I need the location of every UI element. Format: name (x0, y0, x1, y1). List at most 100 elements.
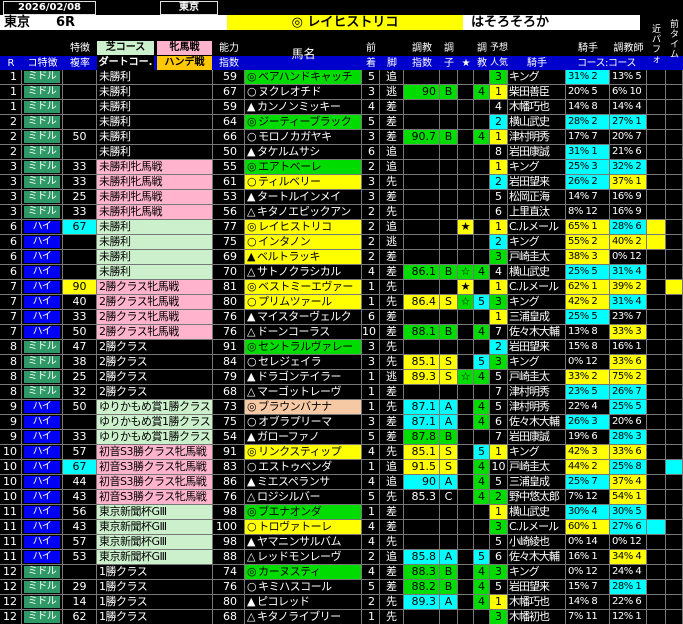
running-style-cell[interactable]: 先 (380, 400, 404, 415)
horse-name-cell[interactable]: ◎ ブエナオンダ (245, 505, 362, 520)
condition-cell[interactable] (440, 115, 458, 130)
trainer-course-cell[interactable]: 33% 6 (610, 445, 647, 460)
race-no-cell[interactable]: 7 (0, 295, 22, 310)
trainer-course-cell[interactable]: 20% 6 (610, 415, 647, 430)
trainer-course-cell[interactable]: 13% 5 (610, 70, 647, 85)
training-index-cell[interactable] (404, 340, 440, 355)
prev-time-cell[interactable] (666, 325, 683, 340)
jockey-course-cell[interactable]: 20% 5 (566, 85, 610, 100)
course-feature-cell[interactable]: ミドル (22, 85, 63, 100)
ability-index-cell[interactable]: 79 (213, 370, 245, 385)
star-cell[interactable] (458, 175, 474, 190)
trainer-course-cell[interactable]: 28% 1 (610, 580, 647, 595)
race-class-cell[interactable]: 未勝利 (97, 145, 213, 160)
jockey-course-cell[interactable]: 60% 1 (566, 520, 610, 535)
near-performance-cell[interactable] (647, 430, 666, 445)
prev-finish-cell[interactable]: 1 (362, 280, 380, 295)
running-style-cell[interactable]: 先 (380, 610, 404, 624)
training-index-cell[interactable]: 85.8 (404, 550, 440, 565)
jockey-course-cell[interactable]: 42% 2 (566, 295, 610, 310)
star-cell[interactable] (458, 430, 474, 445)
training-grade-cell[interactable]: 4 (474, 565, 490, 580)
trainer-course-cell[interactable]: 27% 6 (610, 520, 647, 535)
jockey-course-cell[interactable]: 14% 8 (566, 100, 610, 115)
feature-rate-cell[interactable]: 25 (63, 370, 97, 385)
trainer-course-cell[interactable]: 25% 8 (610, 460, 647, 475)
prev-time-cell[interactable] (666, 385, 683, 400)
prev-time-cell[interactable] (666, 175, 683, 190)
training-grade-cell[interactable] (474, 70, 490, 85)
trainer-course-cell[interactable]: 37% 4 (610, 475, 647, 490)
prev-finish-cell[interactable]: 2 (362, 220, 380, 235)
running-style-cell[interactable]: 追 (380, 160, 404, 175)
jockey-cell[interactable]: 木幡巧也 (508, 100, 566, 115)
jockey-course-cell[interactable]: 25% 5 (566, 310, 610, 325)
near-performance-cell[interactable] (647, 70, 666, 85)
jockey-cell[interactable]: 岩田望来 (508, 175, 566, 190)
horse-name-cell[interactable]: ○ プリムツァール (245, 295, 362, 310)
feature-rate-cell[interactable]: 67 (63, 220, 97, 235)
feature-rate-cell[interactable]: 25 (63, 190, 97, 205)
race-no-cell[interactable]: 6 (0, 265, 22, 280)
predicted-popularity-cell[interactable]: 7 (490, 430, 508, 445)
near-performance-cell[interactable] (647, 115, 666, 130)
jockey-course-cell[interactable]: 28% 2 (566, 115, 610, 130)
running-style-cell[interactable]: 逃 (380, 370, 404, 385)
training-grade-cell[interactable] (474, 145, 490, 160)
race-class-cell[interactable]: 未勝利 (97, 235, 213, 250)
star-cell[interactable] (458, 385, 474, 400)
race-class-cell[interactable]: 初音S3勝クラス牝馬戦 (97, 475, 213, 490)
prev-finish-cell[interactable]: 5 (362, 580, 380, 595)
race-class-cell[interactable]: 1勝クラス (97, 565, 213, 580)
condition-cell[interactable]: A (440, 400, 458, 415)
trainer-course-cell[interactable]: 39% 2 (610, 280, 647, 295)
condition-cell[interactable] (440, 190, 458, 205)
feature-rate-cell[interactable] (63, 250, 97, 265)
prev-finish-cell[interactable]: 1 (362, 295, 380, 310)
jockey-course-cell[interactable]: 30% 4 (566, 505, 610, 520)
jockey-cell[interactable]: キング (508, 355, 566, 370)
ability-index-cell[interactable]: 75 (213, 235, 245, 250)
prev-finish-cell[interactable]: 3 (362, 340, 380, 355)
prev-finish-cell[interactable]: 6 (362, 310, 380, 325)
prev-time-cell[interactable] (666, 595, 683, 610)
prev-finish-cell[interactable]: 5 (362, 70, 380, 85)
course-feature-cell[interactable]: ミドル (22, 610, 63, 624)
condition-cell[interactable] (440, 70, 458, 85)
jockey-course-cell[interactable]: 31% 2 (566, 70, 610, 85)
jockey-course-cell[interactable]: 0% 14 (566, 535, 610, 550)
race-no-cell[interactable]: 9 (0, 415, 22, 430)
star-cell[interactable] (458, 130, 474, 145)
prev-finish-cell[interactable]: 3 (362, 130, 380, 145)
training-index-cell[interactable]: 90.7 (404, 130, 440, 145)
predicted-popularity-cell[interactable]: 5 (490, 370, 508, 385)
feature-rate-cell[interactable]: 33 (63, 430, 97, 445)
trainer-course-cell[interactable]: 28% 3 (610, 430, 647, 445)
running-style-cell[interactable]: 差 (380, 115, 404, 130)
star-cell[interactable] (458, 85, 474, 100)
horse-name-cell[interactable]: △ キタノライブリー (245, 610, 362, 624)
trainer-course-cell[interactable]: 37% 1 (610, 175, 647, 190)
predicted-popularity-cell[interactable]: 6 (490, 205, 508, 220)
course-feature-cell[interactable]: ハイ (22, 325, 63, 340)
feature-rate-cell[interactable]: 56 (63, 505, 97, 520)
race-class-cell[interactable]: 未勝利 (97, 70, 213, 85)
running-style-cell[interactable]: 先 (380, 340, 404, 355)
running-style-cell[interactable]: 追 (380, 460, 404, 475)
predicted-popularity-cell[interactable]: 5 (490, 190, 508, 205)
jockey-course-cell[interactable]: 17% 7 (566, 130, 610, 145)
horse-name-cell[interactable]: ◎ リンクスティップ (245, 445, 362, 460)
prev-time-cell[interactable] (666, 580, 683, 595)
jockey-course-cell[interactable]: 0% 12 (566, 355, 610, 370)
horse-name-cell[interactable]: △ マーゴットレーヴ (245, 385, 362, 400)
course-feature-cell[interactable]: ミドル (22, 385, 63, 400)
running-style-cell[interactable]: 先 (380, 295, 404, 310)
course-feature-cell[interactable]: ミドル (22, 205, 63, 220)
training-grade-cell[interactable] (474, 520, 490, 535)
prev-time-cell[interactable] (666, 610, 683, 624)
race-class-cell[interactable]: 未勝利 (97, 130, 213, 145)
ability-index-cell[interactable]: 59 (213, 70, 245, 85)
race-no-cell[interactable]: 11 (0, 520, 22, 535)
course-feature-cell[interactable]: ハイ (22, 220, 63, 235)
running-style-cell[interactable]: 差 (380, 130, 404, 145)
